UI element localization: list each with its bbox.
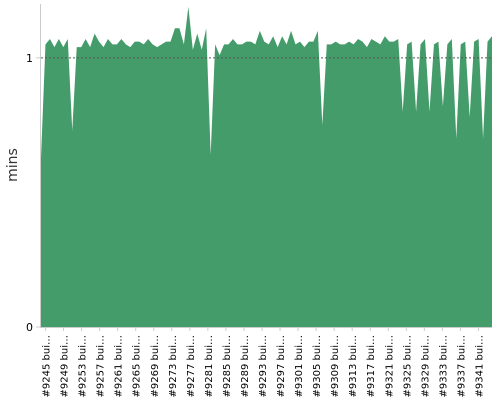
x-tick-label: #9321 bui… bbox=[384, 335, 395, 397]
x-tick-label: #9317 bui… bbox=[366, 335, 377, 397]
x-tick-label: #9309 bui… bbox=[330, 335, 341, 397]
x-tick-label: #9249 bui… bbox=[60, 335, 71, 397]
x-tick-label: #9253 bui… bbox=[78, 335, 89, 397]
x-tick-label: #9289 bui… bbox=[240, 335, 251, 397]
x-tick-label: #9245 bui… bbox=[42, 335, 53, 397]
x-tick-label: #9285 bui… bbox=[222, 335, 233, 397]
x-tick-label: #9313 bui… bbox=[348, 335, 359, 397]
x-tick-label: #9277 bui… bbox=[186, 335, 197, 397]
x-tick-label: #9293 bui… bbox=[258, 335, 269, 397]
x-tick-label: #9325 bui… bbox=[402, 335, 413, 397]
x-tick-label: #9305 bui… bbox=[312, 335, 323, 397]
x-tick-label: #9337 bui… bbox=[456, 335, 467, 397]
x-tick-label: #9297 bui… bbox=[276, 335, 287, 397]
series-area bbox=[41, 6, 492, 327]
x-tick-label: #9257 bui… bbox=[96, 335, 107, 397]
y-tick-label: 0 bbox=[26, 321, 33, 334]
y-axis-title: mins bbox=[5, 148, 21, 182]
x-tick-label: #9301 bui… bbox=[294, 335, 305, 397]
x-tick-label: #9281 bui… bbox=[204, 335, 215, 397]
x-tick-label: #9269 bui… bbox=[150, 335, 161, 397]
x-tick-label: #9329 bui… bbox=[420, 335, 431, 397]
x-tick-label: #9333 bui… bbox=[438, 335, 449, 397]
x-tick-label: #9265 bui… bbox=[132, 335, 143, 397]
x-tick-label: #9273 bui… bbox=[168, 335, 179, 397]
x-tick-label: #9261 bui… bbox=[114, 335, 125, 397]
x-tick-label: #9341 bui… bbox=[475, 335, 486, 397]
y-tick-label: 1 bbox=[26, 52, 33, 65]
